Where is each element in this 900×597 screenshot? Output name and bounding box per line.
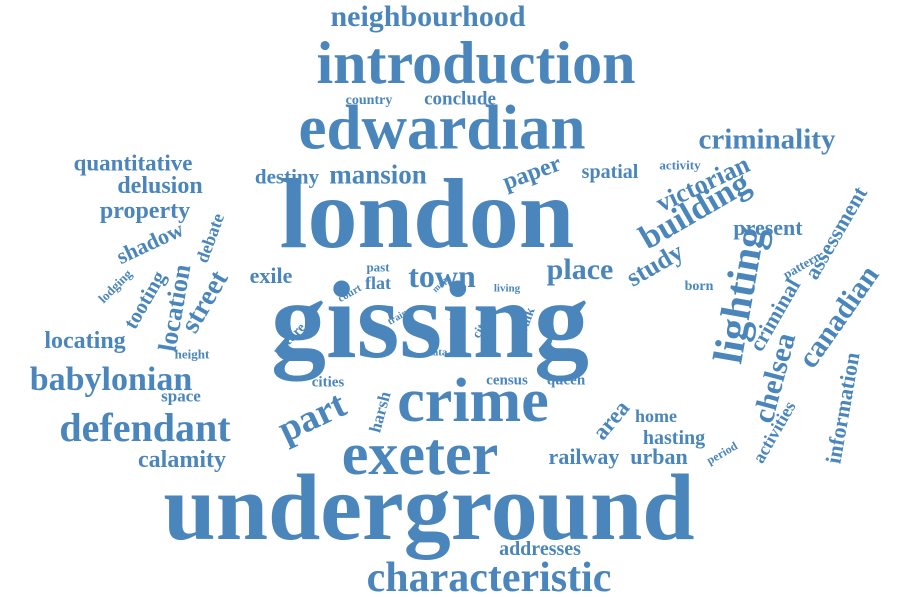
word-debate: debate bbox=[193, 211, 227, 265]
word-criminality: criminality bbox=[699, 126, 836, 155]
word-information: information bbox=[822, 351, 863, 466]
word-data: data bbox=[427, 348, 448, 359]
word-space: space bbox=[161, 388, 201, 405]
word-introduction: introduction bbox=[317, 33, 636, 93]
word-lodging: lodging bbox=[96, 267, 134, 305]
word-locating: locating bbox=[44, 329, 125, 353]
word-activity: activity bbox=[659, 159, 700, 172]
word-underground: underground bbox=[163, 461, 694, 555]
word-queen: queen bbox=[547, 374, 585, 389]
word-quantitative: quantitative bbox=[74, 152, 193, 175]
word-shadow: shadow bbox=[113, 218, 187, 268]
word-born: born bbox=[685, 280, 714, 294]
word-part: part bbox=[272, 385, 351, 449]
word-study: study bbox=[622, 239, 688, 292]
word-area: area bbox=[588, 396, 633, 444]
word-gissing: gissing bbox=[271, 265, 589, 375]
word-edwardian: edwardian bbox=[298, 97, 585, 160]
word-london: london bbox=[280, 164, 575, 264]
word-height: height bbox=[175, 348, 210, 361]
word-characteristic: characteristic bbox=[367, 557, 612, 597]
word-spatial: spatial bbox=[582, 162, 639, 182]
word-home: home bbox=[635, 407, 677, 425]
word-period: period bbox=[705, 439, 740, 466]
word-delusion: delusion bbox=[117, 174, 202, 198]
word-neighbourhood: neighbourhood bbox=[330, 2, 525, 32]
word-defendant: defendant bbox=[59, 408, 230, 448]
